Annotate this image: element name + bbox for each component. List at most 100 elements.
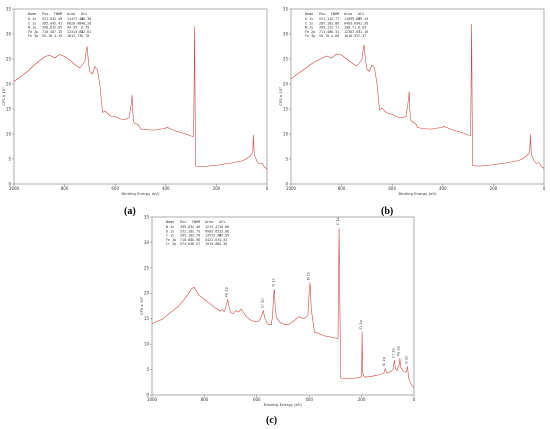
xps-spectrum-b: 1000 800 600 400 200 0 0 5 10 15 20 25 30 35 Binding E… <box>278 4 547 202</box>
peak-table-cell: 11.16 <box>358 30 368 34</box>
y-tick-label: 15 <box>283 106 289 111</box>
peak-table-cell: 11899.66 <box>344 17 360 21</box>
peak-table-cell: 531.11 <box>319 17 331 21</box>
y-tick-label: 5 <box>146 367 149 372</box>
peak-table-cell: 5.98 <box>192 238 200 242</box>
y-axis-label: CPS x 10³ <box>278 87 283 106</box>
chart-b-svg: 1000 800 600 400 200 0 0 5 10 15 20 25 30 35 Binding E… <box>278 6 546 196</box>
y-tick-label: 35 <box>283 6 289 11</box>
peak-label: C 1s <box>336 217 340 225</box>
peak-table-cell: 0.93 <box>358 26 366 30</box>
peak-table-cell: 2.77 <box>331 17 339 21</box>
x-axis-label: Binding Energy (eV) <box>122 191 160 196</box>
peak-table-cell: 41.39 <box>358 21 368 25</box>
peak-table-header: Name <box>305 12 313 16</box>
y-tick-label: 5 <box>285 156 288 161</box>
peak-table-cell: 5.70 <box>81 34 89 38</box>
peak-label: Cl 2p <box>359 319 363 329</box>
peak-table-header: Area <box>344 12 352 16</box>
y-tick-label: 30 <box>144 240 150 245</box>
y-tick-label: 25 <box>283 56 289 61</box>
peak-label: Fe 2p <box>225 286 229 297</box>
peak-table-cell: 2.71 <box>331 26 339 30</box>
peak-table-cell: 11477.48 <box>67 17 83 21</box>
peak-label: O 1s <box>271 278 275 286</box>
y-tick-label: 10 <box>6 131 12 136</box>
peak-table-header: Area <box>67 12 75 16</box>
peak-table-header: At% <box>81 12 87 16</box>
peak-table-cell: 39.15 <box>358 17 368 21</box>
peak-label: N 1s <box>307 272 311 280</box>
peak-table-cell: Fe 2p <box>166 238 176 242</box>
peak-table-cell: 94.35 <box>67 26 77 30</box>
peak-table-cell: 55.78 <box>319 34 329 38</box>
peak-table-cell: O 1s <box>28 17 36 21</box>
peak-label: Cr 3p <box>391 347 395 357</box>
peak-table-cell: 4.33 <box>219 238 227 242</box>
peak-table-cell: 710.68 <box>180 238 192 242</box>
peak-table-cell: 10.66 <box>219 225 229 229</box>
peak-table-header: At% <box>358 12 364 16</box>
panel-label-b: (b) <box>381 206 394 217</box>
y-tick-label: 30 <box>283 31 289 36</box>
peak-table-cell: O 1s <box>166 229 174 233</box>
peak-table-cell: 7.37 <box>358 34 366 38</box>
peak-table-cell: 9905.62 <box>205 229 219 233</box>
peak-table-cell: 6.27 <box>192 242 200 246</box>
x-tick-label: 0 <box>266 186 269 191</box>
peak-table-cell: 1012.73 <box>67 34 81 38</box>
x-tick-label: 600 <box>388 186 396 191</box>
peak-table-header: FWHM <box>54 12 62 16</box>
xps-spectrum-a: 1000 800 600 400 200 0 0 5 10 15 20 25 30 35 Binding E… <box>1 4 270 202</box>
x-tick-label: 800 <box>201 397 209 402</box>
peak-table-cell: 532.18 <box>180 229 192 233</box>
peak-label: Fe 3p <box>396 345 400 356</box>
peak-table-cell: 13572.98 <box>205 234 221 238</box>
peak-label: Cr 2p <box>261 298 265 308</box>
chart-c-svg: 1000 800 600 400 200 0 0 5 10 15 20 25 30 35 Binding E… <box>139 214 416 407</box>
plot-frame <box>13 8 268 185</box>
peak-table-cell: 2.41 <box>54 21 62 25</box>
plot-frame <box>151 216 415 396</box>
x-tick-label: 200 <box>490 186 498 191</box>
peak-table-cell: Fe 2p <box>305 30 315 34</box>
spectrum-line <box>290 23 545 169</box>
peak-table-cell: 399.63 <box>180 225 192 229</box>
peak-table-cell: 1915.08 <box>205 242 219 246</box>
y-tick-label: 15 <box>6 106 12 111</box>
peak-table-header: Pos. <box>180 220 188 224</box>
x-tick-label: 200 <box>213 186 221 191</box>
peak-table-cell: O 1s <box>305 17 313 21</box>
peak-table-cell: 5421.67 <box>205 238 219 242</box>
y-tick-label: 0 <box>146 392 149 397</box>
peak-table-header: FWHM <box>331 12 339 16</box>
peak-table-header: Pos. <box>319 12 327 16</box>
peak-table-cell: 55.18 <box>42 34 52 38</box>
peak-table-cell: N 1s <box>166 225 174 229</box>
peak-table-cell: C 1s <box>166 234 174 238</box>
x-tick-label: 800 <box>338 186 346 191</box>
peak-table-cell: Cr 2p <box>166 242 176 246</box>
peak-table-cell: 4.68 <box>331 34 339 38</box>
peak-table-cell: 40.36 <box>81 17 91 21</box>
x-tick-label: 1000 <box>286 186 297 191</box>
peak-table-header: Pos. <box>42 12 50 16</box>
peak-table-cell: 710.48 <box>42 30 54 34</box>
peak-label: O 2s <box>404 356 408 364</box>
y-tick-label: 10 <box>283 131 289 136</box>
x-tick-label: 600 <box>111 186 119 191</box>
peak-table-cell: N 1s <box>305 26 313 30</box>
peak-table-cell: 33.06 <box>219 229 229 233</box>
y-tick-label: 35 <box>144 214 150 219</box>
panel-label-c: (c) <box>266 415 278 426</box>
y-tick-label: 5 <box>8 156 11 161</box>
y-tick-label: 10 <box>144 342 150 347</box>
peak-table-cell: 1016.92 <box>344 34 358 38</box>
peak-table-cell: Fe 3p <box>28 34 38 38</box>
peak-table-header: Area <box>205 220 213 224</box>
y-tick-label: 20 <box>283 81 289 86</box>
peak-table: Name Pos. FWHM Area At% O 1s 531.83 2.49 11477.4… <box>28 12 91 38</box>
peak-table-cell: 2.65 <box>54 26 62 30</box>
peak-table-cell: 2.88 <box>331 21 339 25</box>
peak-table-cell: 2.73 <box>192 229 200 233</box>
